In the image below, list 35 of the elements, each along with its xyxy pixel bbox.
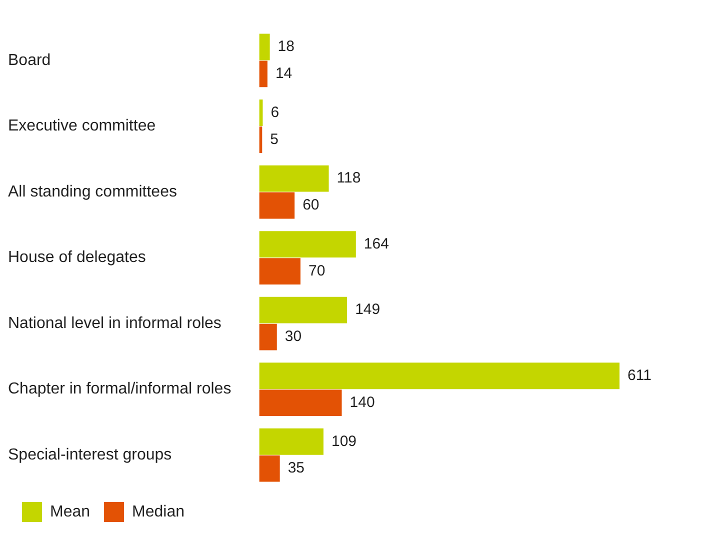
bar bbox=[259, 390, 342, 416]
bar bbox=[259, 165, 329, 192]
data-label: 118 bbox=[336, 170, 361, 187]
data-label: 5 bbox=[270, 130, 278, 148]
bar bbox=[259, 60, 268, 88]
bar bbox=[259, 258, 300, 284]
bar bbox=[259, 455, 280, 482]
bar bbox=[259, 362, 620, 390]
data-label: 6 bbox=[270, 104, 280, 121]
bar bbox=[259, 296, 348, 324]
y-tick-label: All standing committees bbox=[8, 183, 177, 200]
y-tick-label: Special-interest groups bbox=[8, 446, 172, 464]
data-label: 70 bbox=[308, 262, 326, 280]
data-label: 14 bbox=[275, 65, 292, 82]
data-label: 164 bbox=[364, 235, 389, 252]
data-label: 109 bbox=[331, 432, 357, 450]
data-label: 611 bbox=[628, 367, 652, 384]
data-label: 18 bbox=[278, 38, 294, 56]
bar bbox=[259, 428, 324, 455]
bar bbox=[259, 231, 356, 258]
bar bbox=[259, 324, 277, 350]
y-tick-label: Board bbox=[8, 52, 51, 69]
bar bbox=[259, 192, 295, 219]
y-tick-label: Executive committee bbox=[8, 118, 156, 135]
bar bbox=[259, 34, 270, 60]
legend-label: Mean bbox=[50, 503, 90, 520]
data-label: 35 bbox=[288, 460, 305, 477]
data-label: 30 bbox=[284, 328, 302, 346]
data-label: 149 bbox=[355, 301, 380, 318]
data-label: 140 bbox=[350, 394, 375, 411]
y-tick-label: National level in informal roles bbox=[8, 314, 222, 332]
data-label: 60 bbox=[302, 196, 320, 214]
y-tick-label: Chapter in formal/informal roles bbox=[8, 380, 232, 398]
y-tick-label: House of delegates bbox=[8, 249, 146, 266]
legend-label: Median bbox=[132, 503, 185, 520]
